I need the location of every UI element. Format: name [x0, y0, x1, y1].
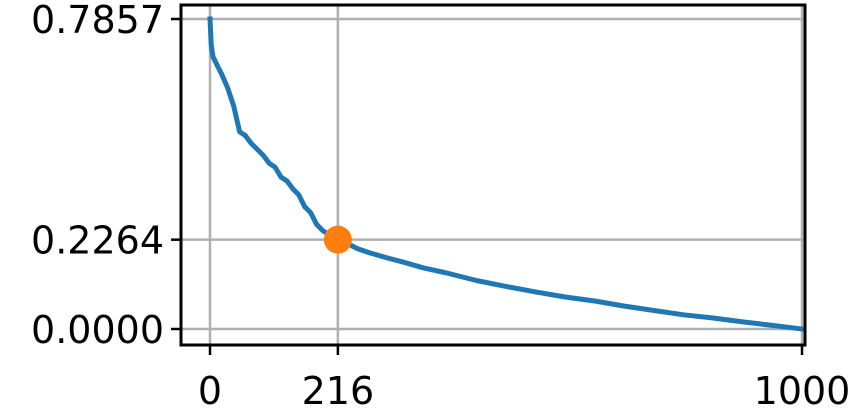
- series-line: [207, 16, 805, 332]
- highlight-point: [323, 225, 352, 254]
- x-tick-label: 0: [198, 369, 222, 413]
- plot-frame: [179, 3, 807, 347]
- y-axis-ticks: 0.0000 0.2264 0.7857: [31, 0, 181, 352]
- x-axis-ticks: 0 216 1000: [198, 345, 850, 413]
- highlight-layer: [323, 225, 352, 254]
- series-layer: [207, 16, 805, 332]
- y-tick-label: 0.2264: [31, 219, 164, 263]
- y-tick-label: 0.7857: [31, 0, 164, 42]
- grid: [181, 5, 805, 345]
- x-tick-label: 1000: [754, 369, 851, 413]
- y-tick-label: 0.0000: [31, 308, 164, 352]
- x-tick-label: 216: [302, 369, 375, 413]
